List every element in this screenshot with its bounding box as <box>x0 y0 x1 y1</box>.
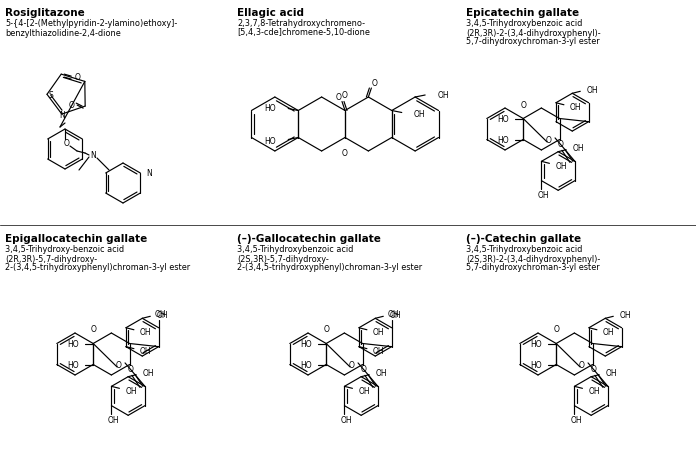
Text: 2,3,7,8-Tetrahydroxychromeno-: 2,3,7,8-Tetrahydroxychromeno- <box>237 19 365 28</box>
Text: (2S,3R)-5,7-dihydroxy-: (2S,3R)-5,7-dihydroxy- <box>237 254 329 263</box>
Text: (2R,3R)-5,7-dihydroxy-: (2R,3R)-5,7-dihydroxy- <box>5 254 97 263</box>
Text: OH: OH <box>389 310 401 319</box>
Text: O: O <box>546 136 552 145</box>
Text: O: O <box>323 325 329 334</box>
Text: OH: OH <box>413 110 425 119</box>
Text: HO: HO <box>68 339 79 348</box>
Text: 5,7-dihydroxychroman-3-yl ester: 5,7-dihydroxychroman-3-yl ester <box>466 263 600 272</box>
Text: 3,4,5-Trihydroxybenzoic acid: 3,4,5-Trihydroxybenzoic acid <box>237 245 354 254</box>
Text: OH: OH <box>586 86 598 95</box>
Text: HO: HO <box>68 360 79 369</box>
Text: HO: HO <box>301 339 313 348</box>
Text: (–)-Catechin gallate: (–)-Catechin gallate <box>466 234 581 244</box>
Text: HO: HO <box>530 360 542 369</box>
Text: HO: HO <box>498 115 509 124</box>
Text: O: O <box>74 73 80 82</box>
Text: OH: OH <box>373 346 385 355</box>
Text: [5,4,3-cde]chromene-5,10-dione: [5,4,3-cde]chromene-5,10-dione <box>237 28 370 37</box>
Text: OH: OH <box>619 310 631 319</box>
Text: (2S,3R)-2-(3,4-dihydroxyphenyl)-: (2S,3R)-2-(3,4-dihydroxyphenyl)- <box>466 254 600 263</box>
Text: O: O <box>553 325 559 334</box>
Text: OH: OH <box>537 191 549 200</box>
Text: OH: OH <box>358 386 370 395</box>
Text: O: O <box>342 91 348 100</box>
Text: OH: OH <box>588 386 600 395</box>
Text: Epicatechin gallate: Epicatechin gallate <box>466 8 579 18</box>
Text: 3,4,5-Trihydroxy-benzoic acid: 3,4,5-Trihydroxy-benzoic acid <box>5 245 124 254</box>
Text: 3,4,5-Trihydroxybenzoic acid: 3,4,5-Trihydroxybenzoic acid <box>466 19 583 28</box>
Text: N: N <box>90 151 96 160</box>
Text: O: O <box>361 364 367 373</box>
Text: HO: HO <box>530 339 542 348</box>
Text: S: S <box>49 91 54 100</box>
Text: OH: OH <box>340 415 352 424</box>
Text: N: N <box>59 110 65 120</box>
Text: O: O <box>591 364 597 373</box>
Text: OH: OH <box>140 327 152 336</box>
Text: OH: OH <box>555 161 567 170</box>
Text: OH: OH <box>570 103 582 112</box>
Text: HO: HO <box>301 360 313 369</box>
Text: OH: OH <box>125 386 137 395</box>
Text: O: O <box>520 100 526 109</box>
Text: O: O <box>558 139 564 148</box>
Text: OH: OH <box>572 144 584 153</box>
Text: 2-(3,4,5-trihydroxyphenyl)chroman-3-yl ester: 2-(3,4,5-trihydroxyphenyl)chroman-3-yl e… <box>5 263 190 272</box>
Text: 3,4,5-Trihydroxybenzoic acid: 3,4,5-Trihydroxybenzoic acid <box>466 245 583 254</box>
Text: OH: OH <box>437 90 449 99</box>
Text: O: O <box>372 79 377 88</box>
Text: HO: HO <box>498 136 509 145</box>
Text: Rosiglitazone: Rosiglitazone <box>5 8 85 18</box>
Text: OH: OH <box>603 327 615 336</box>
Text: O: O <box>116 361 122 370</box>
Text: OH: OH <box>571 415 583 424</box>
Text: OH: OH <box>142 368 154 377</box>
Text: 5-{4-[2-(Methylpyridin-2-ylamino)ethoxy]-: 5-{4-[2-(Methylpyridin-2-ylamino)ethoxy]… <box>5 19 177 28</box>
Text: 5,7-dihydroxychroman-3-yl ester: 5,7-dihydroxychroman-3-yl ester <box>466 37 600 46</box>
Text: OH: OH <box>155 309 166 318</box>
Text: O: O <box>128 364 134 373</box>
Text: OH: OH <box>388 309 400 318</box>
Text: O: O <box>68 101 74 109</box>
Text: O: O <box>579 361 585 370</box>
Text: O: O <box>342 149 348 158</box>
Text: benzylthiazolidine-2,4-dione: benzylthiazolidine-2,4-dione <box>5 28 120 37</box>
Text: 2-(3,4,5-trihydroxyphenyl)chroman-3-yl ester: 2-(3,4,5-trihydroxyphenyl)chroman-3-yl e… <box>237 263 422 272</box>
Text: OH: OH <box>373 327 385 336</box>
Text: (2R,3R)-2-(3,4-dihydroxyphenyl)-: (2R,3R)-2-(3,4-dihydroxyphenyl)- <box>466 28 601 37</box>
Text: (–)-Gallocatechin gallate: (–)-Gallocatechin gallate <box>237 234 381 244</box>
Text: Ellagic acid: Ellagic acid <box>237 8 304 18</box>
Text: OH: OH <box>157 310 168 319</box>
Text: O: O <box>90 325 96 334</box>
Text: O: O <box>349 361 355 370</box>
Text: Epigallocatechin gallate: Epigallocatechin gallate <box>5 234 148 244</box>
Text: OH: OH <box>140 346 152 355</box>
Text: OH: OH <box>606 368 617 377</box>
Text: HO: HO <box>264 137 276 146</box>
Text: O: O <box>336 93 342 102</box>
Text: HO: HO <box>264 104 276 113</box>
Text: O: O <box>64 139 70 148</box>
Text: OH: OH <box>375 368 387 377</box>
Text: N: N <box>146 169 152 178</box>
Text: OH: OH <box>108 415 119 424</box>
